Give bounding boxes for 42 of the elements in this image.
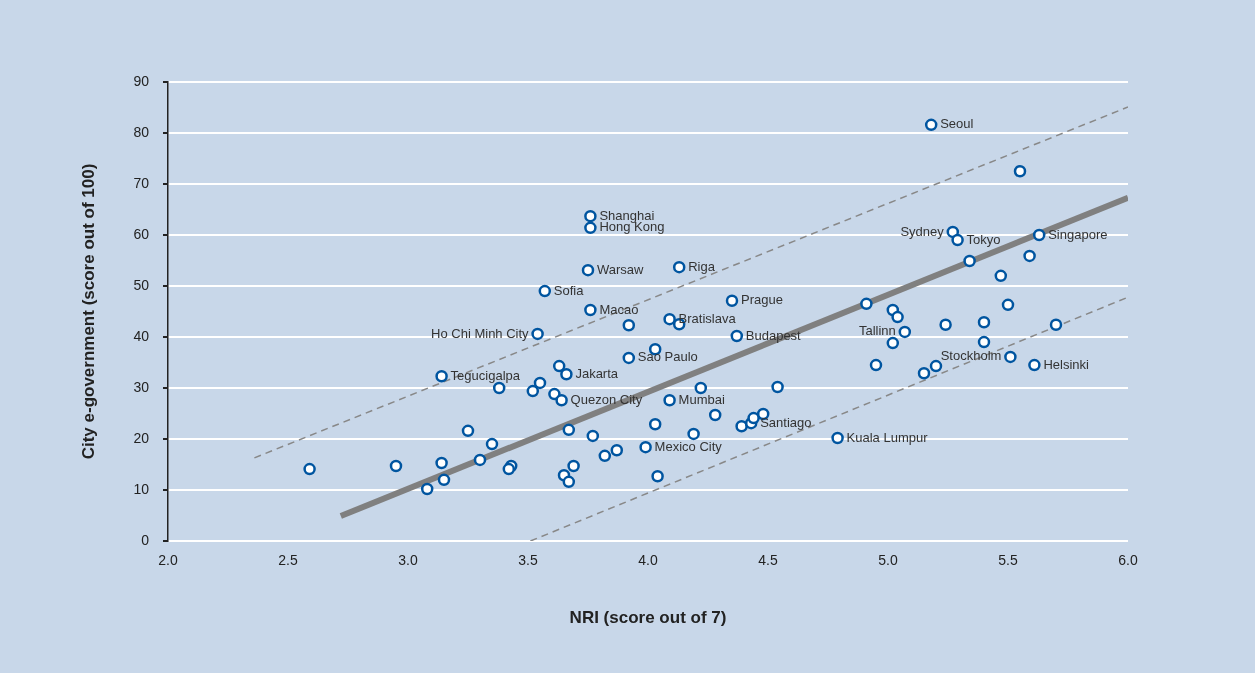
y-axis-title: City e-government (score out of 100) — [78, 163, 98, 460]
annotation: Sydney — [900, 223, 945, 239]
annotation: Sao Paulo — [637, 349, 698, 365]
y-tick-label: 70 — [133, 174, 150, 191]
x-tick-label: 3.5 — [518, 552, 538, 569]
annotation: Tegucigalpa — [450, 367, 521, 383]
y-tick-label: 60 — [133, 225, 150, 242]
y-tick-label: 30 — [133, 378, 150, 395]
x-tick-label: 4.5 — [758, 552, 778, 569]
annotation: Ho Chi Minh City — [431, 325, 530, 341]
x-tick-label: 2.0 — [158, 552, 178, 569]
annotation: Bratislava — [678, 310, 737, 326]
annotation: Jakarta — [575, 365, 619, 381]
x-tick-label: 6.0 — [1118, 552, 1138, 569]
annotation: Tokyo — [966, 231, 1001, 247]
annotation: Mumbai — [678, 391, 725, 407]
x-tick-label: 2.5 — [278, 552, 298, 569]
annotation: Singapore — [1048, 226, 1108, 242]
y-tick-label: 80 — [133, 123, 150, 140]
x-tick-label: 4.0 — [638, 552, 658, 569]
annotation: Santiago — [760, 414, 812, 430]
y-tick-label: 50 — [133, 276, 150, 293]
annotation: Sofia — [553, 282, 585, 298]
annotation: Warsaw — [597, 261, 645, 277]
x-tick-label: 5.0 — [878, 552, 898, 569]
y-tick-label: 0 — [141, 531, 150, 548]
annotation: Kuala Lumpur — [846, 429, 929, 445]
annotation: Helsinki — [1043, 356, 1090, 372]
x-tick-label: 3.0 — [398, 552, 418, 569]
annotation: Mexico City — [654, 438, 723, 454]
annotation: Prague — [741, 292, 783, 308]
y-tick-label: 20 — [133, 429, 150, 446]
y-tick-label: 40 — [133, 327, 150, 344]
annotation: Tallinn — [858, 323, 896, 339]
y-tick-label: 10 — [133, 480, 150, 497]
y-tick-label: 90 — [133, 72, 150, 89]
annotation: Seoul — [940, 116, 974, 132]
x-axis-title: NRI (score out of 7) — [569, 608, 727, 628]
annotation: Macao — [599, 301, 639, 317]
x-tick-label: 5.5 — [998, 552, 1018, 569]
annotation: Stockholm — [940, 348, 1002, 364]
annotation: Riga — [688, 258, 716, 274]
